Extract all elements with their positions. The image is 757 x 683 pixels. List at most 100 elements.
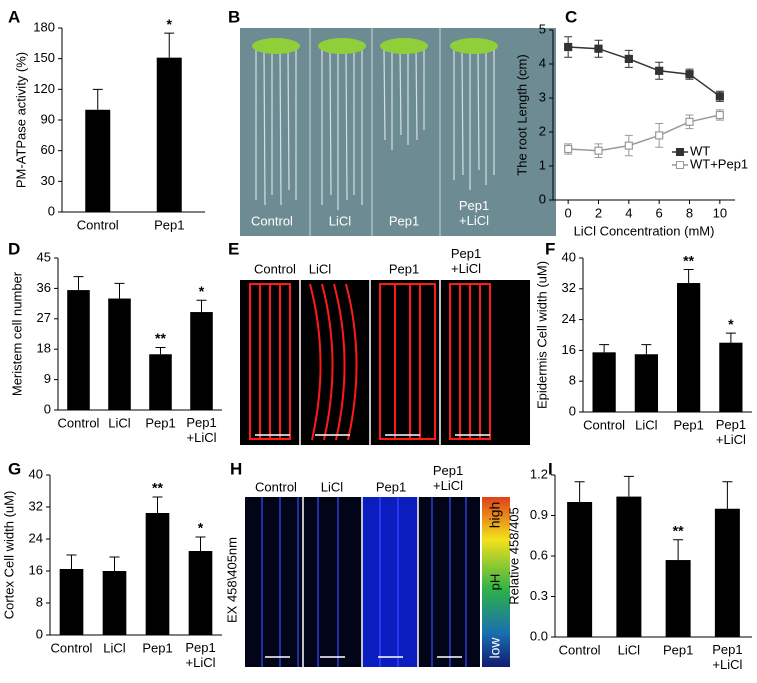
x-tick-label: Pep1 +LiCl: [186, 415, 216, 445]
marker: [624, 141, 633, 150]
y-tick-label: 180: [33, 19, 55, 34]
y-axis-title: Relative 458/405: [506, 507, 521, 605]
bar: [714, 508, 740, 637]
x-tick-label: LiCl: [103, 640, 126, 655]
error-bar: [66, 554, 77, 569]
y-tick-label: 0: [569, 403, 576, 418]
legend-label: WT: [690, 143, 710, 158]
bar: [108, 298, 131, 410]
bar: [67, 290, 90, 410]
panel-letter: I: [548, 459, 553, 478]
marker: [715, 110, 724, 120]
y-tick-label: 16: [562, 342, 576, 357]
x-tick-label: LiCl: [108, 415, 131, 430]
panel-letter: A: [8, 7, 20, 26]
bar: [567, 502, 593, 637]
x-axis-title: LiCl Concentration (mM): [574, 223, 715, 238]
panel-letter: B: [228, 7, 240, 26]
error-bar: [73, 276, 84, 291]
marker: [685, 117, 694, 126]
y-tick-label: 0: [539, 191, 546, 206]
x-tick-label: 10: [713, 205, 727, 220]
photo-caption: Pep1: [389, 213, 419, 228]
error-bar: [574, 481, 585, 502]
x-tick-label: Pep1: [663, 642, 693, 657]
photo-h: H Control LiCl Pep1 Pep1 +LiCl EX 458\405…: [224, 459, 510, 667]
marker: [655, 131, 664, 140]
significance: **: [673, 523, 684, 539]
x-tick-label: Control: [583, 417, 625, 432]
x-tick-label: Pep1: [145, 415, 175, 430]
panel-letter: C: [565, 7, 577, 26]
scale-label: low: [487, 637, 503, 659]
y-tick-label: 1.2: [530, 466, 548, 481]
x-tick-label: LiCl: [635, 417, 658, 432]
photo-caption: Control: [254, 261, 296, 276]
y-axis-title: PM-ATPase activity (%): [13, 52, 28, 188]
photo-e: E Control LiCl Pep1 Pep1 +LiCl: [228, 239, 530, 445]
y-tick-label: 8: [36, 594, 43, 609]
error-bar: [599, 344, 610, 353]
bar: [102, 571, 127, 635]
photo-axis-label: EX 458\405nm: [224, 537, 239, 623]
bar: [190, 312, 213, 410]
y-tick-label: 24: [562, 311, 576, 326]
y-tick-label: 0: [48, 203, 55, 218]
y-axis-title: The root Length (cm): [514, 54, 529, 175]
x-tick-label: Control: [58, 415, 100, 430]
y-tick-label: 0.6: [530, 547, 548, 562]
error-bar: [92, 88, 103, 110]
x-tick-label: 0: [565, 205, 572, 220]
error-bar: [725, 332, 736, 343]
y-tick-label: 40: [562, 249, 576, 264]
y-tick-label: 4: [539, 55, 546, 70]
y-tick-label: 2: [539, 123, 546, 138]
marker: [594, 44, 603, 53]
bar: [145, 513, 170, 635]
significance: *: [198, 520, 204, 536]
y-tick-label: 150: [33, 50, 55, 65]
y-tick-label: 18: [37, 341, 51, 356]
error-bar: [623, 475, 634, 497]
y-tick-label: 32: [562, 280, 576, 295]
y-tick-label: 0.0: [530, 628, 548, 643]
photo-caption: Pep1 +LiCl: [433, 463, 463, 493]
error-bar: [109, 556, 120, 571]
photo-caption: Control: [251, 213, 293, 228]
y-axis-title: Meristem cell number: [9, 271, 24, 396]
y-tick-label: 9: [44, 371, 51, 386]
error-bar: [164, 32, 175, 58]
y-axis-title: Cortex Cell width (uM): [1, 491, 16, 620]
scale-label: pH: [487, 574, 502, 591]
y-tick-label: 36: [37, 280, 51, 295]
series-line: [568, 46, 721, 97]
error-bar: [152, 496, 163, 513]
x-tick-label: 4: [625, 205, 632, 220]
bar: [592, 352, 616, 412]
significance: **: [155, 330, 166, 346]
significance: *: [167, 16, 173, 32]
marker: [594, 146, 603, 155]
y-tick-label: 32: [29, 498, 43, 513]
legend-marker: [676, 148, 684, 156]
y-tick-label: 90: [41, 111, 55, 126]
photo-caption: Pep1 +LiCl: [451, 246, 481, 276]
significance: **: [152, 480, 163, 496]
y-axis-title: Epidermis Cell width (uM): [534, 261, 549, 409]
y-tick-label: 8: [569, 373, 576, 388]
significance: *: [728, 316, 734, 332]
y-tick-label: 24: [29, 530, 43, 545]
y-tick-label: 1: [539, 157, 546, 172]
y-tick-label: 0: [36, 626, 43, 641]
x-tick-label: 6: [656, 205, 663, 220]
marker: [715, 92, 724, 101]
marker: [564, 144, 573, 154]
significance: **: [683, 252, 694, 268]
bar: [59, 569, 84, 635]
error-bar: [155, 347, 166, 355]
marker: [624, 54, 633, 64]
error-bar: [683, 269, 694, 284]
x-tick-label: Pep1: [673, 417, 703, 432]
photo-caption: LiCl: [329, 213, 352, 228]
panel-letter: H: [230, 459, 242, 478]
